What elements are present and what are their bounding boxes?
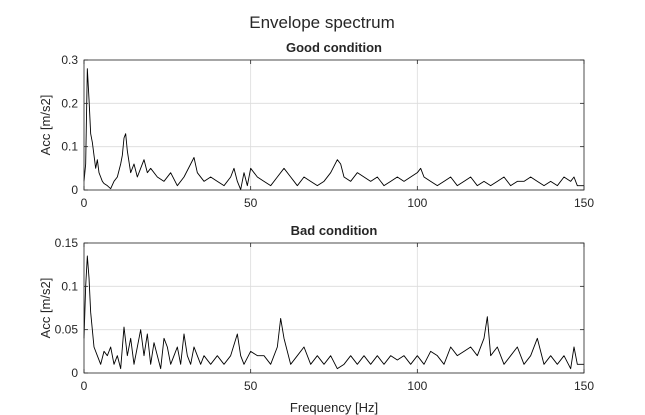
- bad-axes-title: Bad condition: [291, 223, 378, 238]
- good-x-tick-label: 100: [407, 196, 427, 210]
- bad-x-tick-label: 100: [407, 379, 427, 393]
- good-axes-title: Good condition: [286, 40, 382, 55]
- good-y-tick-label: 0.3: [61, 53, 78, 67]
- good-x-tick-label: 50: [244, 196, 258, 210]
- bad-x-tick-label: 150: [574, 379, 594, 393]
- good-x-tick-label: 0: [81, 196, 88, 210]
- bad-axes-box: [83, 242, 585, 374]
- bad-y-tick-label: 0: [71, 366, 78, 380]
- bad-x-axis-label: Frequency [Hz]: [290, 400, 378, 415]
- good-axes-box: [83, 59, 585, 191]
- good-plot-area: [84, 60, 584, 190]
- good-y-tick-label: 0.1: [61, 140, 78, 154]
- good-y-tick-label: 0.2: [61, 96, 78, 110]
- good-y-tick-label: 0: [71, 183, 78, 197]
- bad-y-tick-label: 0.05: [55, 323, 79, 337]
- good-axes: 0 50 100 150 0 0.1 0.2 0.3 Good condition Acc [m/…: [38, 40, 594, 210]
- bad-series-line: [83, 255, 584, 370]
- good-y-axis-label: Acc [m/s2]: [38, 95, 53, 156]
- bad-y-axis-label: Acc [m/s2]: [38, 278, 53, 339]
- bad-axes: 0 50 100 150 0 0.05 0.1 0.15 Bad condition Acc [m…: [38, 223, 594, 415]
- bad-x-tick-label: 0: [81, 379, 88, 393]
- good-series-line: [83, 68, 584, 191]
- bad-y-tick-label: 0.1: [61, 279, 78, 293]
- bad-y-tick-label: 0.15: [55, 236, 79, 250]
- bad-plot-area: [84, 243, 584, 373]
- figure-title: Envelope spectrum: [249, 13, 395, 32]
- good-x-tick-label: 150: [574, 196, 594, 210]
- bad-x-tick-label: 50: [244, 379, 258, 393]
